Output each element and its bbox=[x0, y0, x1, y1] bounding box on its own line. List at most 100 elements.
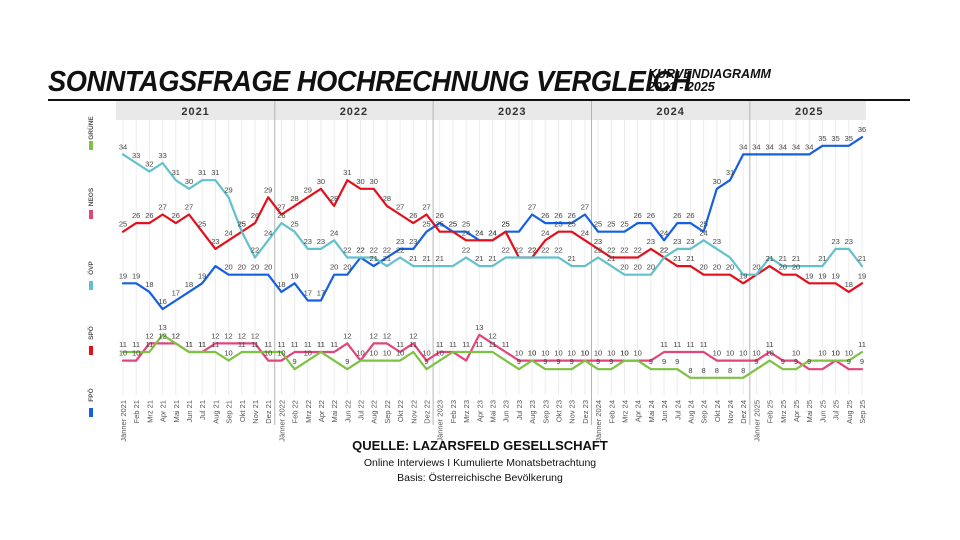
data-label: 11 bbox=[238, 340, 246, 349]
data-label: 22 bbox=[462, 246, 470, 255]
x-tick-label: Sep 21 bbox=[225, 400, 234, 424]
data-label: 22 bbox=[528, 246, 536, 255]
data-label: 10 bbox=[515, 349, 523, 358]
data-label: 23 bbox=[845, 237, 853, 246]
data-label: 9 bbox=[292, 357, 296, 366]
data-label: 27 bbox=[158, 203, 166, 212]
x-tick-label: Okt 24 bbox=[713, 400, 722, 422]
data-label: 9 bbox=[570, 357, 574, 366]
data-label: 13 bbox=[475, 323, 483, 332]
x-tick-label: Nov 23 bbox=[568, 400, 577, 424]
data-label: 12 bbox=[343, 331, 351, 340]
x-tick-label: Aug 23 bbox=[528, 400, 537, 424]
legend-label: ÖVP bbox=[86, 260, 95, 274]
data-label: 31 bbox=[172, 168, 180, 177]
data-label: 21 bbox=[779, 254, 787, 263]
subtitle-line2: 2021 - 2025 bbox=[648, 80, 715, 94]
data-label: 20 bbox=[713, 263, 721, 272]
data-label: 27 bbox=[581, 203, 589, 212]
data-label: 23 bbox=[304, 237, 312, 246]
x-tick-label: Jänner 2021 bbox=[119, 400, 128, 442]
data-label: 22 bbox=[515, 246, 523, 255]
data-label: 35 bbox=[818, 134, 826, 143]
legend-swatch bbox=[89, 141, 93, 150]
data-label: 26 bbox=[277, 211, 285, 220]
data-label: 22 bbox=[370, 246, 378, 255]
data-label: 25 bbox=[449, 220, 457, 229]
data-label: 10 bbox=[633, 349, 641, 358]
data-label: 10 bbox=[383, 349, 391, 358]
data-label: 20 bbox=[726, 263, 734, 272]
data-label: 11 bbox=[198, 340, 206, 349]
series-line-NEOS bbox=[121, 333, 864, 371]
data-label: 20 bbox=[633, 263, 641, 272]
data-label: 9 bbox=[609, 357, 613, 366]
data-label: 21 bbox=[568, 254, 576, 263]
data-label: 24 bbox=[330, 228, 338, 237]
x-tick-label: Mai 22 bbox=[330, 400, 339, 423]
data-label: 25 bbox=[620, 220, 628, 229]
data-label: 24 bbox=[488, 228, 496, 237]
data-label: 28 bbox=[383, 194, 391, 203]
x-tick-label: Mrz 25 bbox=[779, 400, 788, 423]
year-band bbox=[116, 101, 866, 120]
data-label: 11 bbox=[119, 340, 127, 349]
source-line-2: Basis: Österreichische Bevölkerung bbox=[397, 472, 563, 484]
data-label: 20 bbox=[647, 263, 655, 272]
data-label: 23 bbox=[686, 237, 694, 246]
source-title: QUELLE: LAZARSFELD GESELLSCHAFT bbox=[352, 438, 608, 453]
data-label: 18 bbox=[145, 280, 153, 289]
data-label: 13 bbox=[158, 323, 166, 332]
data-label: 21 bbox=[765, 254, 773, 263]
data-label: 30 bbox=[713, 177, 721, 186]
data-label: 35 bbox=[831, 134, 839, 143]
data-label: 21 bbox=[686, 254, 694, 263]
data-label: 19 bbox=[858, 271, 866, 280]
data-label: 12 bbox=[211, 331, 219, 340]
data-label: 11 bbox=[858, 340, 866, 349]
data-label: 10 bbox=[594, 349, 602, 358]
data-label: 10 bbox=[132, 349, 140, 358]
series-line-SPÖ bbox=[121, 179, 864, 293]
data-label: 25 bbox=[422, 220, 430, 229]
x-tick-label: Mai 25 bbox=[805, 400, 814, 423]
data-label: 34 bbox=[739, 142, 747, 151]
data-label: 33 bbox=[132, 151, 140, 160]
data-label: 8 bbox=[688, 366, 692, 375]
data-label: 11 bbox=[475, 340, 483, 349]
x-tick-label: Jul 22 bbox=[357, 400, 366, 420]
data-label: 11 bbox=[264, 340, 272, 349]
data-label: 26 bbox=[647, 211, 655, 220]
data-label: 22 bbox=[383, 246, 391, 255]
data-label: 12 bbox=[409, 331, 417, 340]
data-label: 10 bbox=[370, 349, 378, 358]
x-tick-label: Okt 22 bbox=[396, 400, 405, 422]
chart-title: SONNTAGSFRAGE HOCHRECHNUNG VERGLEICH bbox=[48, 66, 691, 98]
series-line-GRÜNE bbox=[121, 333, 864, 379]
data-label: 26 bbox=[568, 211, 576, 220]
x-tick-label: Apr 23 bbox=[475, 400, 484, 422]
data-label: 11 bbox=[673, 340, 681, 349]
data-label: 10 bbox=[581, 349, 589, 358]
data-label: 8 bbox=[741, 366, 745, 375]
data-label: 12 bbox=[370, 331, 378, 340]
data-label: 9 bbox=[424, 357, 428, 366]
data-label: 11 bbox=[304, 340, 312, 349]
data-label: 34 bbox=[792, 142, 800, 151]
x-tick-label: Feb 22 bbox=[291, 400, 300, 423]
data-label: 9 bbox=[754, 357, 758, 366]
data-label: 20 bbox=[792, 263, 800, 272]
x-tick-label: Jänner 2023 bbox=[436, 400, 445, 442]
data-label: 9 bbox=[847, 357, 851, 366]
data-label: 22 bbox=[528, 246, 536, 255]
x-tick-label: Jun 23 bbox=[502, 400, 511, 423]
data-label: 27 bbox=[277, 203, 285, 212]
data-label: 25 bbox=[594, 220, 602, 229]
data-label: 10 bbox=[765, 349, 773, 358]
data-label: 26 bbox=[251, 211, 259, 220]
legend-swatch bbox=[89, 346, 93, 355]
data-label: 23 bbox=[713, 237, 721, 246]
x-tick-label: Mrz 22 bbox=[304, 400, 313, 423]
x-tick-label: Mai 21 bbox=[172, 400, 181, 423]
data-label: 10 bbox=[554, 349, 562, 358]
